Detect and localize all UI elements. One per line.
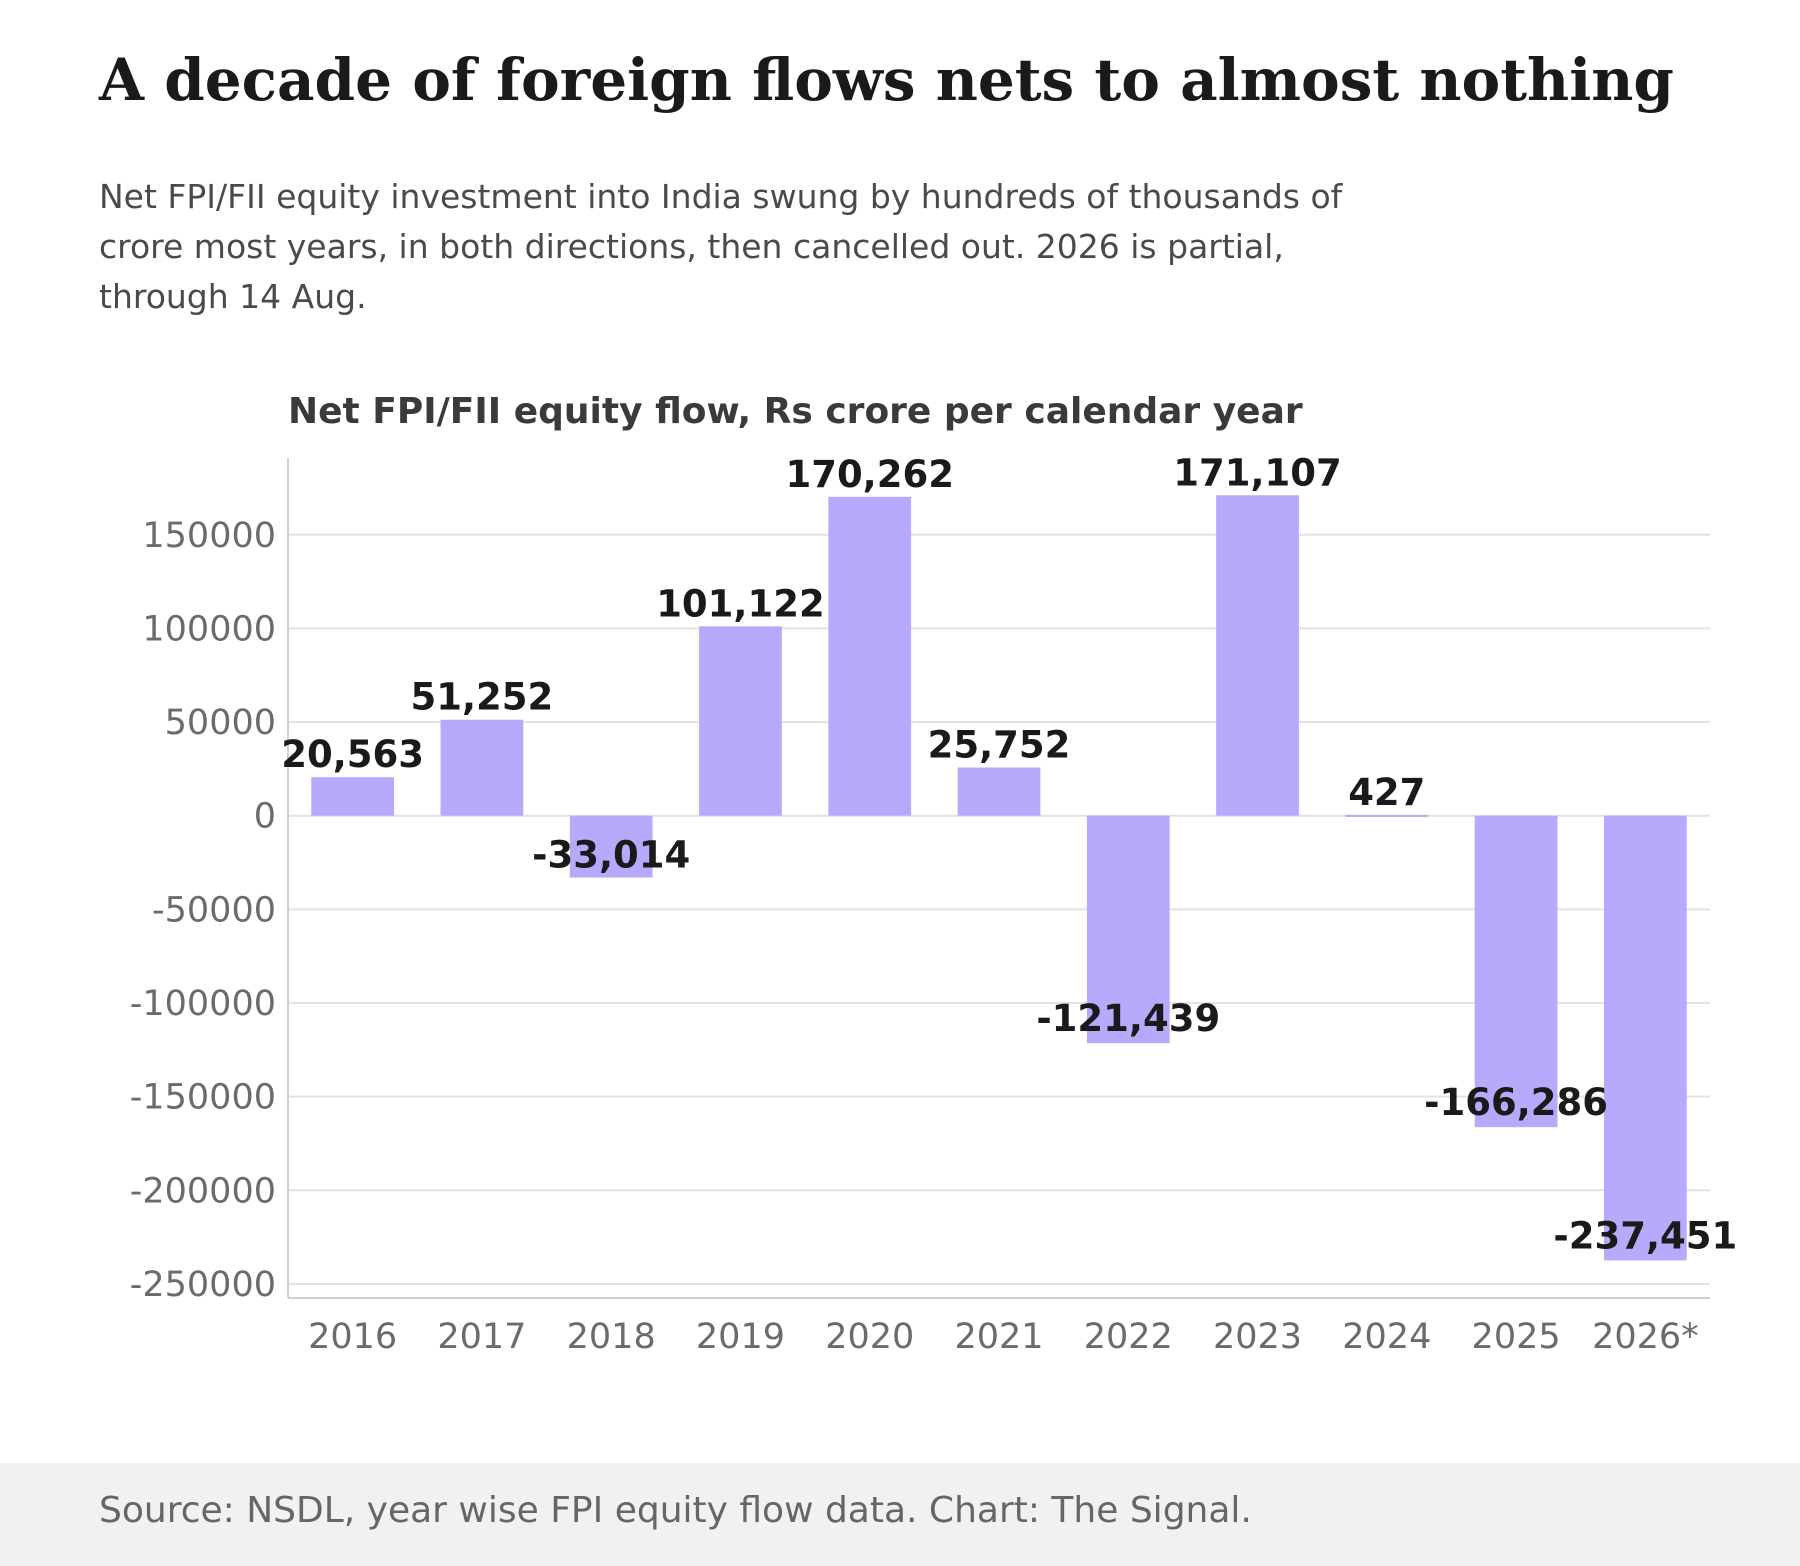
data-label: 171,107 xyxy=(1173,451,1342,494)
subtitle: Net FPI/FII equity investment into India… xyxy=(99,177,1343,316)
bar-2022 xyxy=(1086,815,1170,1044)
axes xyxy=(287,458,1710,1299)
data-label: -33,014 xyxy=(532,834,690,877)
x-tick-label: 2020 xyxy=(825,1317,914,1357)
x-tick-label: 2016 xyxy=(308,1317,397,1357)
x-tick-label: 2019 xyxy=(696,1317,785,1357)
bar-2023 xyxy=(1216,495,1299,816)
data-label: 51,252 xyxy=(411,676,554,719)
bar-2021 xyxy=(957,767,1041,816)
x-tick-label: 2018 xyxy=(567,1317,656,1357)
bar-2017 xyxy=(440,719,524,816)
headline: A decade of foreign flows nets to almost… xyxy=(99,46,1674,114)
data-label: 170,262 xyxy=(785,453,954,496)
data-labels: 20,563 51,252 -33,014 101,122 170,262 25,752 -… xyxy=(281,451,1737,1257)
x-tick-label: 2017 xyxy=(437,1317,526,1357)
y-tick-label: 0 xyxy=(254,797,276,837)
y-tick-label: -150000 xyxy=(130,1078,276,1118)
x-tick-label: 2022 xyxy=(1084,1317,1173,1357)
x-tick-label: 2024 xyxy=(1342,1317,1431,1357)
bar-2016 xyxy=(311,777,395,816)
x-tick-label: 2021 xyxy=(954,1317,1043,1357)
bar-2018 xyxy=(569,815,653,878)
bar-2019 xyxy=(699,626,782,816)
chart-title: Net FPI/FII equity flow, Rs crore per ca… xyxy=(288,391,1303,432)
data-label: 20,563 xyxy=(281,733,424,776)
data-label: -166,286 xyxy=(1424,1081,1608,1124)
y-tick-label: -50000 xyxy=(152,890,276,930)
footer: Source: NSDL, year wise FPI equity flow … xyxy=(0,1463,1800,1566)
data-label: -121,439 xyxy=(1036,997,1220,1040)
bars xyxy=(311,495,1687,1261)
y-tick-label: 150000 xyxy=(142,516,276,556)
data-label: 427 xyxy=(1348,771,1425,814)
y-tick-label: 50000 xyxy=(165,703,276,743)
data-label: -237,451 xyxy=(1553,1214,1737,1257)
source-note: Source: NSDL, year wise FPI equity flow … xyxy=(99,1490,1252,1531)
bar-2020 xyxy=(828,496,912,816)
x-tick-label: 2026* xyxy=(1592,1317,1699,1357)
x-axis-ticks: 2016 2017 2018 2019 2020 2021 2022 2023 2024 2025… xyxy=(308,1317,1699,1357)
x-tick-label: 2023 xyxy=(1213,1317,1302,1357)
y-axis-ticks: 150000 100000 50000 0 -50000 -100000 -150000 -2… xyxy=(130,516,276,1305)
bar-chart: Net FPI/FII equity flow, Rs crore per ca… xyxy=(130,391,1738,1357)
y-tick-label: -200000 xyxy=(130,1171,276,1211)
y-tick-label: -250000 xyxy=(130,1265,276,1305)
bar-2026* xyxy=(1603,815,1687,1261)
bar-2024 xyxy=(1345,814,1429,817)
bar-2025 xyxy=(1474,815,1558,1128)
x-tick-label: 2025 xyxy=(1472,1317,1561,1357)
data-label: 25,752 xyxy=(928,723,1071,766)
gridlines xyxy=(288,533,1710,1285)
y-tick-label: -100000 xyxy=(130,984,276,1024)
y-tick-label: 100000 xyxy=(142,609,276,649)
data-label: 101,122 xyxy=(656,582,825,625)
